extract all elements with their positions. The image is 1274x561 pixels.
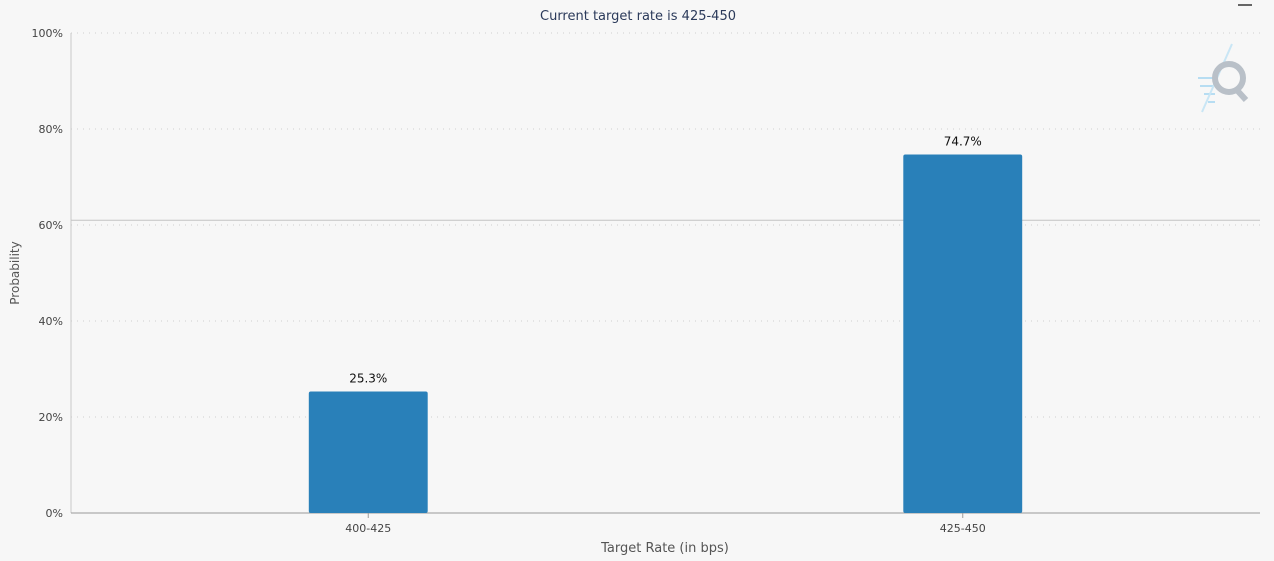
bar-value-label: 74.7% xyxy=(944,134,982,148)
y-tick-label: 40% xyxy=(39,315,63,328)
y-axis-ticks: 0% 20% 40% 60% 80% 100% xyxy=(32,27,63,520)
q-logo-icon xyxy=(1198,43,1249,113)
bar-value-label: 25.3% xyxy=(349,372,387,386)
bar-425-450[interactable] xyxy=(903,154,1023,513)
y-tick-label: 100% xyxy=(32,27,63,40)
chart-title: Current target rate is 425-450 xyxy=(540,9,736,24)
y-tick-label: 80% xyxy=(39,123,63,136)
x-axis-title: Target Rate (in bps) xyxy=(600,541,729,556)
y-axis-title: Probability xyxy=(8,241,22,304)
x-tick-label: 400-425 xyxy=(345,522,391,535)
y-tick-label: 20% xyxy=(39,411,63,424)
gridlines xyxy=(71,32,1260,418)
bars: 25.3% 74.7% xyxy=(308,134,1023,513)
bar-400-425[interactable] xyxy=(308,391,428,513)
x-tick-label: 425-450 xyxy=(940,522,986,535)
menu-icon[interactable] xyxy=(1238,0,1252,6)
x-axis-ticks: 400-425 425-450 xyxy=(345,513,986,535)
y-tick-label: 60% xyxy=(39,219,63,232)
y-tick-label: 0% xyxy=(46,507,63,520)
